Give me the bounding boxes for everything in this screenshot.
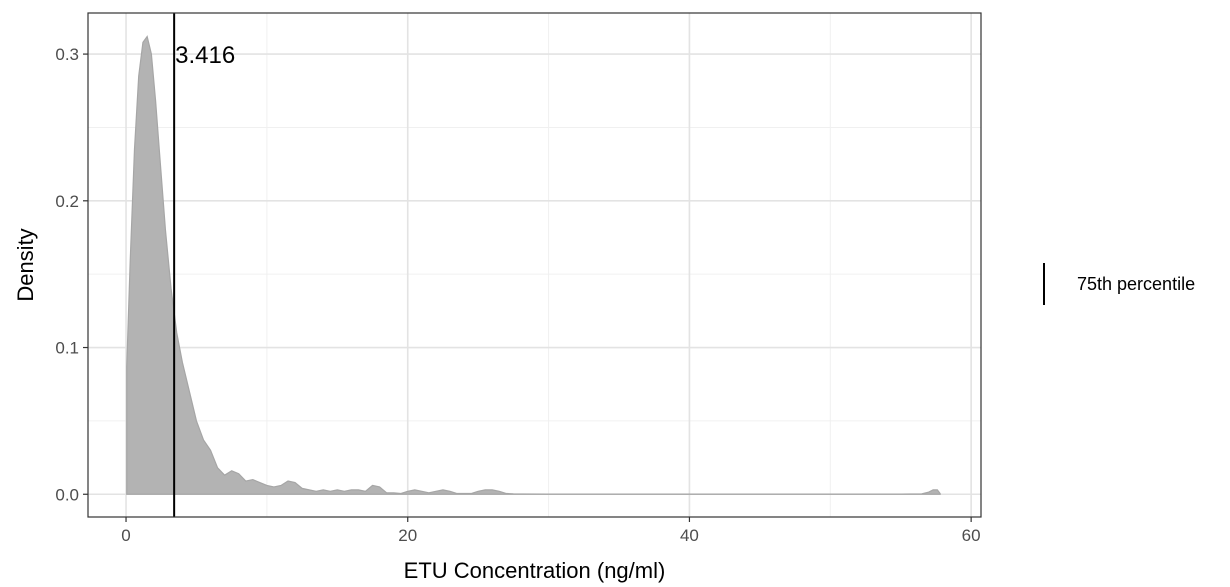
area-layer xyxy=(126,35,941,495)
x-axis-title: ETU Concentration (ng/ml) xyxy=(404,558,666,583)
percentile-label: 3.416 xyxy=(175,42,235,69)
y-axis-title: Density xyxy=(13,228,38,301)
legend-label: 75th percentile xyxy=(1077,274,1195,294)
vline-layer: 3.416 xyxy=(173,13,235,517)
y-tick-label: 0.2 xyxy=(55,192,79,211)
x-tick-label: 20 xyxy=(398,526,417,545)
x-tick-label: 0 xyxy=(121,526,130,545)
panel-background xyxy=(88,13,981,517)
density-area xyxy=(126,35,941,495)
axis-layer: 0 20 40 60 0.0 0.1 0.2 0.3 xyxy=(55,45,980,545)
x-tick-label: 40 xyxy=(680,526,699,545)
y-tick-label: 0.0 xyxy=(55,485,79,504)
panel-border xyxy=(87,12,982,518)
y-tick-label: 0.3 xyxy=(55,45,79,64)
legend: 75th percentile xyxy=(1043,263,1195,305)
y-tick-label: 0.1 xyxy=(55,339,79,358)
x-tick-label: 60 xyxy=(962,526,981,545)
